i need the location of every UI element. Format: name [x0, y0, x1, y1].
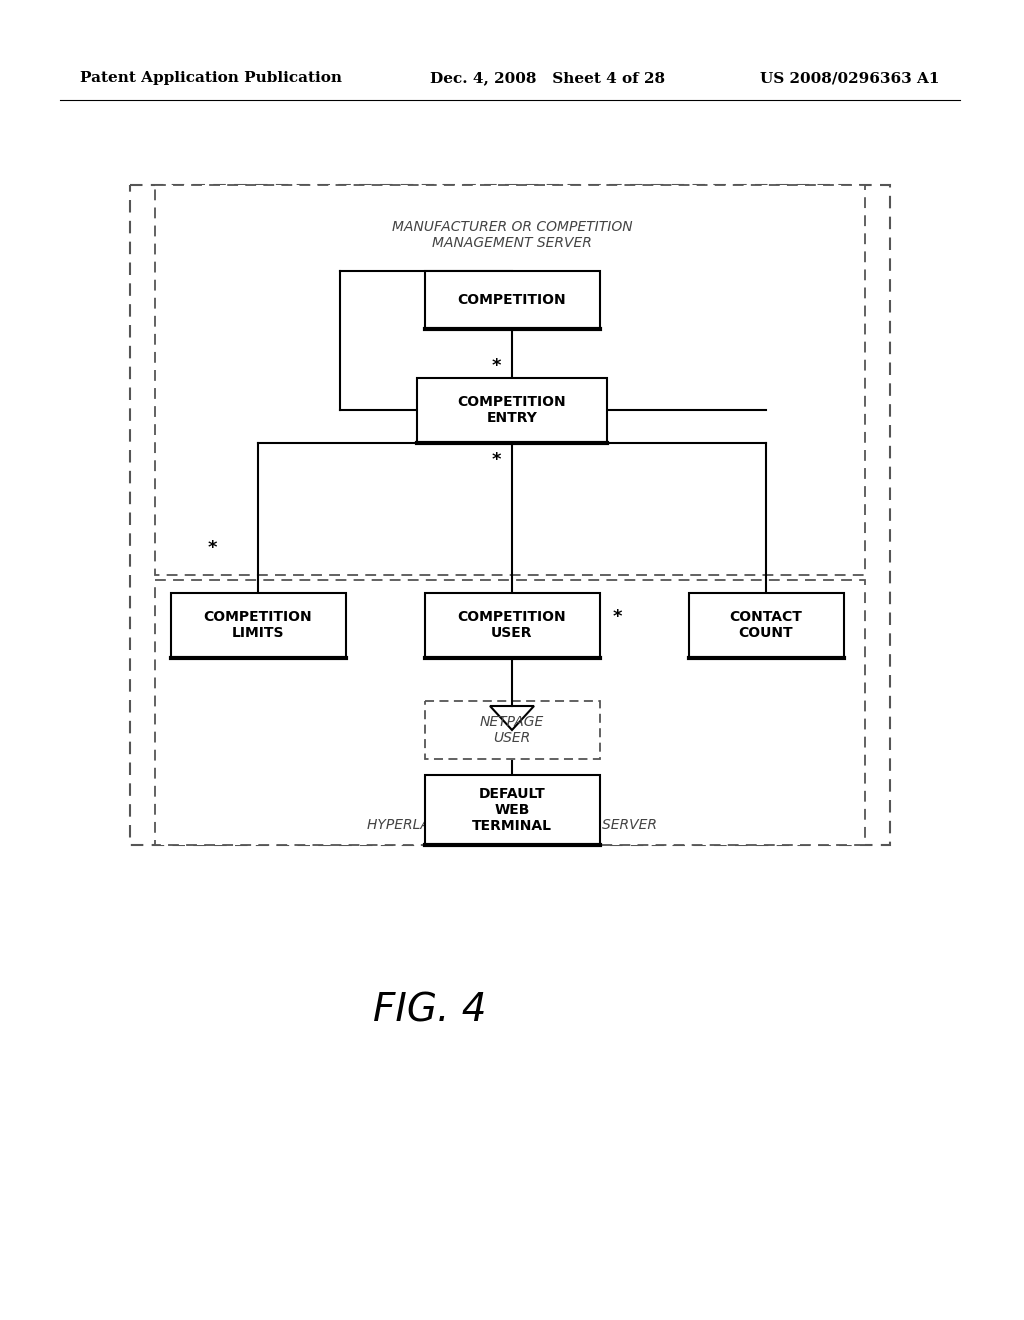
Bar [171, 593, 345, 657]
Bar [425, 271, 599, 329]
Text: COMPETITION
ENTRY: COMPETITION ENTRY [458, 395, 566, 425]
Text: FIG. 4: FIG. 4 [374, 991, 486, 1030]
Text: Dec. 4, 2008   Sheet 4 of 28: Dec. 4, 2008 Sheet 4 of 28 [430, 71, 666, 84]
Bar [425, 775, 599, 845]
Bar [155, 579, 865, 845]
Text: NETPAGE
USER: NETPAGE USER [480, 715, 544, 744]
Bar [155, 185, 865, 576]
Text: US 2008/0296363 A1: US 2008/0296363 A1 [761, 71, 940, 84]
Text: *: * [612, 609, 622, 626]
Bar [688, 593, 844, 657]
Bar [425, 701, 599, 759]
Text: HYPERLABEL AND REGISTRATION SERVER: HYPERLABEL AND REGISTRATION SERVER [367, 818, 657, 832]
Bar [130, 185, 890, 845]
Bar [425, 593, 599, 657]
Text: *: * [492, 356, 501, 375]
Text: COMPETITION: COMPETITION [458, 293, 566, 308]
Bar [417, 378, 607, 442]
Text: MANUFACTURER OR COMPETITION
MANAGEMENT SERVER: MANUFACTURER OR COMPETITION MANAGEMENT S… [392, 220, 632, 251]
Text: CONTACT
COUNT: CONTACT COUNT [729, 610, 803, 640]
Text: DEFAULT
WEB
TERMINAL: DEFAULT WEB TERMINAL [472, 787, 552, 833]
Text: COMPETITION
USER: COMPETITION USER [458, 610, 566, 640]
Text: COMPETITION
LIMITS: COMPETITION LIMITS [204, 610, 312, 640]
Text: *: * [207, 539, 217, 557]
Text: Patent Application Publication: Patent Application Publication [80, 71, 342, 84]
Text: *: * [492, 451, 501, 469]
